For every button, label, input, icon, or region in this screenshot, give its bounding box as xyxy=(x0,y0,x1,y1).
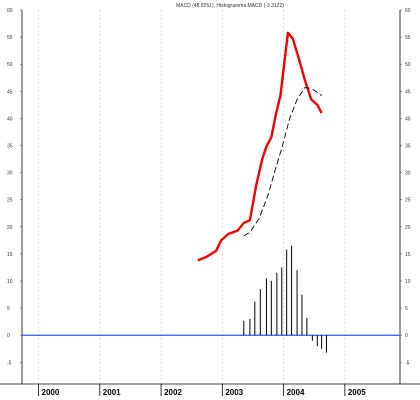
y-tick-label-left: 30 xyxy=(7,171,13,177)
y-tick-label-right: 10 xyxy=(405,279,411,285)
y-tick-label-left: 5 xyxy=(7,306,10,312)
y-tick-label-left: 45 xyxy=(7,89,13,95)
macd-histogram xyxy=(243,245,327,353)
y-tick-label-left: 50 xyxy=(7,62,13,68)
y-tick-label-right: 45 xyxy=(405,89,411,95)
y-tick-label-right: 30 xyxy=(405,171,411,177)
y-tick-label-right: 60 xyxy=(405,8,411,14)
y-tick-label-left: -5 xyxy=(7,360,12,366)
x-tick-label: 2001 xyxy=(103,388,121,397)
x-tick-label: 2002 xyxy=(164,388,182,397)
y-tick-label-right: 40 xyxy=(405,116,411,122)
y-tick-label-left: 10 xyxy=(7,279,13,285)
y-tick-label-right: 35 xyxy=(405,144,411,150)
y-tick-label-left: 20 xyxy=(7,225,13,231)
y-tick-label-right: 5 xyxy=(405,306,408,312)
y-tick-label-left: 15 xyxy=(7,252,13,258)
y-tick-label-left: 25 xyxy=(7,198,13,204)
y-tick-label-left: 60 xyxy=(7,8,13,14)
macd-lines xyxy=(197,31,323,262)
x-tick-label: 2000 xyxy=(42,388,60,397)
x-tick-label: 2003 xyxy=(225,388,243,397)
y-tick-label-left: 55 xyxy=(7,35,13,41)
y-tick-label-right: 0 xyxy=(405,333,408,339)
chart-title: MACD (48.8251), Histogramma MACD (-3.312… xyxy=(176,3,284,9)
y-tick-label-right: 55 xyxy=(405,35,411,41)
y-tick-label-right: 50 xyxy=(405,62,411,68)
x-tick-label: 2005 xyxy=(348,388,366,397)
y-tick-label-left: 40 xyxy=(7,116,13,122)
signal-line xyxy=(243,87,322,237)
x-tick-label: 2004 xyxy=(287,388,305,397)
y-tick-label-left: 35 xyxy=(7,144,13,150)
y-tick-label-right: -5 xyxy=(405,360,410,366)
axes xyxy=(0,9,420,396)
y-tick-label-right: 15 xyxy=(405,252,411,258)
y-tick-label-right: 25 xyxy=(405,198,411,204)
y-tick-label-right: 20 xyxy=(405,225,411,231)
y-tick-label-left: 0 xyxy=(7,333,10,339)
macd-line xyxy=(197,31,323,262)
